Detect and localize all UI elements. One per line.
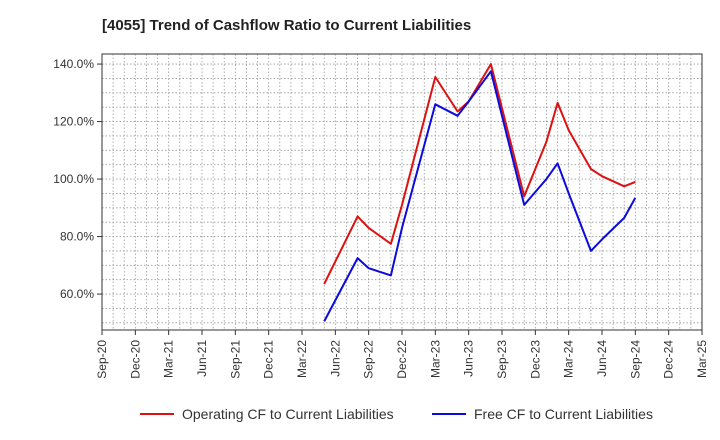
series-line-operating-cf <box>323 63 636 285</box>
x-tick-label: Mar-22 <box>295 340 309 378</box>
x-axis: Sep-20 Dec-20 Mar-21 Jun-21 Sep-21 Dec-21 Mar-… <box>95 330 709 379</box>
x-tick-label: Sep-24 <box>628 340 642 379</box>
y-tick-label: 80.0% <box>60 230 94 244</box>
series-line-free-cf <box>323 70 637 322</box>
x-tick-label: Mar-21 <box>162 340 176 378</box>
y-axis: 60.0% 80.0% 100.0% 120.0% 140.0% <box>53 57 102 301</box>
x-tick-label: Sep-22 <box>362 340 376 379</box>
legend-label: Free CF to Current Liabilities <box>474 406 653 422</box>
x-tick-label: Dec-21 <box>262 340 276 379</box>
x-tick-label: Mar-25 <box>695 340 709 378</box>
x-tick-label: Sep-23 <box>495 340 509 379</box>
grid-lines <box>102 54 702 330</box>
x-tick-label: Dec-22 <box>395 340 409 379</box>
x-tick-label: Jun-23 <box>462 340 476 377</box>
y-tick-label: 100.0% <box>53 172 94 186</box>
x-tick-label: Jun-24 <box>595 340 609 377</box>
x-tick-label: Mar-23 <box>428 340 442 378</box>
series-lines <box>323 63 637 322</box>
legend-label: Operating CF to Current Liabilities <box>182 406 394 422</box>
x-tick-label: Jun-22 <box>328 340 342 377</box>
x-tick-label: Dec-23 <box>528 340 542 379</box>
x-tick-label: Mar-24 <box>562 340 576 378</box>
y-tick-label: 140.0% <box>53 57 94 71</box>
y-tick-label: 120.0% <box>53 115 94 129</box>
y-tick-label: 60.0% <box>60 287 94 301</box>
x-tick-label: Jun-21 <box>195 340 209 377</box>
x-tick-label: Sep-21 <box>228 340 242 379</box>
x-tick-label: Dec-20 <box>128 340 142 379</box>
chart-title: [4055] Trend of Cashflow Ratio to Curren… <box>102 17 471 34</box>
legend: Operating CF to Current Liabilities Free … <box>140 406 653 422</box>
x-tick-label: Dec-24 <box>662 340 676 379</box>
x-tick-label: Sep-20 <box>95 340 109 379</box>
